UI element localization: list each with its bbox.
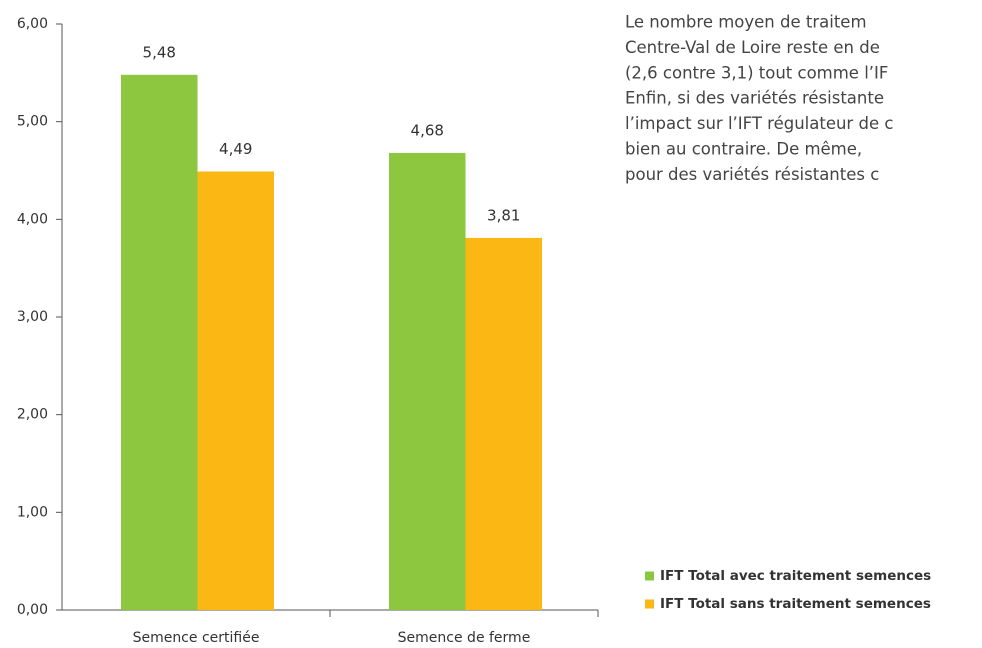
y-tick-label: 4,00 [17,211,48,227]
x-tick-label: Semence de ferme [398,630,531,646]
legend-swatch [645,571,654,581]
y-tick-label: 5,00 [17,114,48,130]
x-tick-label: Semence certifiée [133,630,260,646]
paragraph-line: l’impact sur l’IFT régulateur de c [625,114,893,133]
y-tick-label: 1,00 [17,504,48,520]
paragraph-line: Le nombre moyen de traitem [625,13,867,32]
paragraph-line: (2,6 contre 3,1) tout comme l’IF [625,63,888,82]
y-tick-label: 0,00 [17,602,48,618]
y-tick-label: 3,00 [17,309,48,325]
paragraph-line: Enfin, si des variétés résistante [625,89,884,108]
bar [197,171,274,610]
bar [121,74,198,610]
bar [389,152,466,611]
value-label: 5,48 [143,43,176,61]
value-label: 3,81 [487,206,520,224]
value-label: 4,68 [411,121,444,139]
y-tick-label: 2,00 [17,407,48,423]
value-label: 4,49 [219,140,252,158]
legend-label: IFT Total sans traitement semences [660,596,931,612]
y-tick-label: 6,00 [17,16,48,32]
paragraph-line: bien au contraire. De même, [625,140,862,159]
paragraph-line: pour des variétés résistantes c [625,165,879,184]
paragraph-line: Centre-Val de Loire reste en de [625,38,880,57]
legend-label: IFT Total avec traitement semences [660,568,931,584]
bar [465,237,542,610]
legend-swatch [645,599,654,609]
